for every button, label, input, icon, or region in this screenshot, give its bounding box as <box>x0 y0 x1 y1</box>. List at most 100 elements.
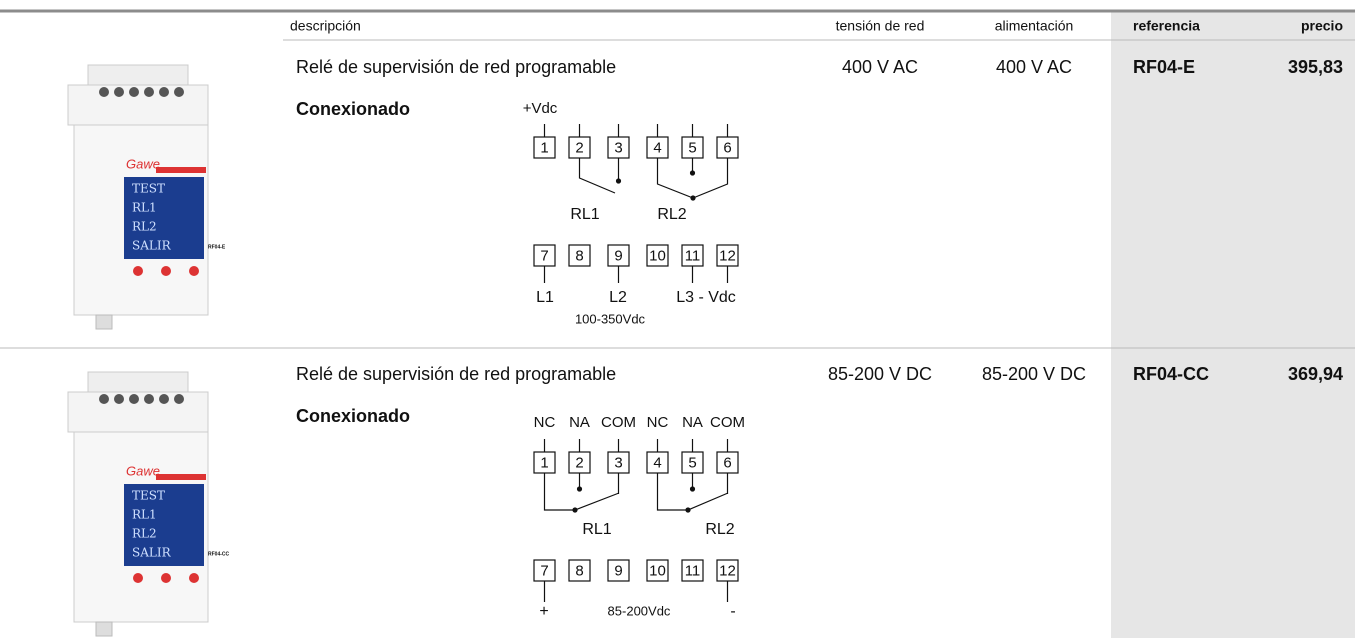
connection-title: Conexionado <box>296 406 410 426</box>
terminal <box>681 244 704 267</box>
header-cell: alimentación <box>995 18 1074 34</box>
screen-text: SALIR <box>132 546 172 560</box>
terminal-label: NA <box>569 414 590 431</box>
terminal-label: L2 <box>609 289 627 306</box>
button <box>133 573 143 583</box>
terminal-number: 4 <box>653 139 661 156</box>
reference: RF04-CC <box>1133 364 1209 384</box>
terminal-label: NC <box>647 414 669 431</box>
terminal-number: 7 <box>540 247 548 264</box>
terminal <box>568 244 591 267</box>
model: RF04-E <box>208 244 226 250</box>
button <box>161 573 171 583</box>
brand-bar <box>156 167 206 173</box>
button <box>189 573 199 583</box>
screw <box>129 87 139 97</box>
screw <box>129 394 139 404</box>
terminal-number: 3 <box>614 139 622 156</box>
screw <box>144 394 154 404</box>
terminal <box>716 559 739 582</box>
relay-label: RL1 <box>570 206 599 223</box>
terminal-number: 9 <box>614 247 622 264</box>
terminal-label: L3 - Vdc <box>676 289 736 306</box>
screw <box>159 394 169 404</box>
terminal-number: 2 <box>575 139 583 156</box>
terminal-label: COM <box>710 414 745 431</box>
terminal-number: 5 <box>688 454 696 471</box>
terminal-number: 1 <box>540 139 548 156</box>
terminal-number: 10 <box>649 562 666 579</box>
screw <box>144 87 154 97</box>
model: RF04-CC <box>208 551 230 557</box>
brand: Gawe <box>126 463 160 478</box>
brand: Gawe <box>126 156 160 171</box>
terminal-number: 12 <box>719 247 736 264</box>
screw <box>114 394 124 404</box>
screen-text: TEST <box>132 489 165 503</box>
screen-text: RL1 <box>132 508 157 522</box>
terminal-number: 11 <box>685 247 701 264</box>
description: Relé de supervisión de red programable <box>296 57 616 77</box>
supply-note: 100-350Vdc <box>575 311 646 326</box>
din-clip <box>95 621 113 637</box>
header-cell: referencia <box>1133 18 1200 34</box>
button <box>133 266 143 276</box>
supply-note: 85-200Vdc <box>608 603 671 618</box>
product-image: Gawe TEST RL1 RL2 SALIR RF04-CC <box>67 371 230 637</box>
terminal-label: NA <box>682 414 703 431</box>
device-top <box>87 371 189 393</box>
connection-title: Conexionado <box>296 99 410 119</box>
terminal-number: 10 <box>649 247 666 264</box>
screen-text: RL2 <box>132 220 157 234</box>
terminal <box>716 244 739 267</box>
relay-label: RL1 <box>582 521 611 538</box>
terminal-number: 6 <box>723 454 731 471</box>
relay-label: RL2 <box>657 206 686 223</box>
reference-column-bg <box>1111 10 1355 638</box>
terminal-number: 11 <box>685 562 701 579</box>
terminal-number: 12 <box>719 562 736 579</box>
terminal-number: 9 <box>614 562 622 579</box>
screw <box>174 87 184 97</box>
terminal-label: L1 <box>536 289 554 306</box>
header-cell: tensión de red <box>836 18 925 34</box>
terminal-label: COM <box>601 414 636 431</box>
device-top <box>87 64 189 86</box>
screw <box>99 394 109 404</box>
brand-bar <box>156 474 206 480</box>
screen-text: RL1 <box>132 201 157 215</box>
button <box>161 266 171 276</box>
terminal <box>568 559 591 582</box>
screen-text: RL2 <box>132 527 157 541</box>
header-cell: precio <box>1301 18 1343 34</box>
terminal <box>646 244 669 267</box>
terminal <box>533 244 556 267</box>
terminal-label: + <box>539 603 548 620</box>
supply: 400 V AC <box>996 57 1072 77</box>
screw <box>99 87 109 97</box>
button <box>189 266 199 276</box>
terminal <box>681 559 704 582</box>
supply: 85-200 V DC <box>982 364 1086 384</box>
screw <box>159 87 169 97</box>
mains-voltage: 400 V AC <box>842 57 918 77</box>
screw <box>114 87 124 97</box>
screen-text: TEST <box>132 182 165 196</box>
price: 369,94 <box>1288 364 1343 384</box>
screen <box>124 177 204 259</box>
description: Relé de supervisión de red programable <box>296 364 616 384</box>
terminal-number: 3 <box>614 454 622 471</box>
terminal <box>646 559 669 582</box>
wiring-diagram <box>543 473 729 602</box>
terminal-number: 2 <box>575 454 583 471</box>
wiring-diagram <box>543 158 729 283</box>
relay-label: RL2 <box>705 521 734 538</box>
terminal-label: - <box>730 603 735 620</box>
terminal-label: NC <box>534 414 556 431</box>
mains-voltage: 85-200 V DC <box>828 364 932 384</box>
din-clip <box>95 314 113 330</box>
terminal <box>533 559 556 582</box>
header-cell: descripción <box>290 18 361 34</box>
terminal-number: 8 <box>575 562 583 579</box>
